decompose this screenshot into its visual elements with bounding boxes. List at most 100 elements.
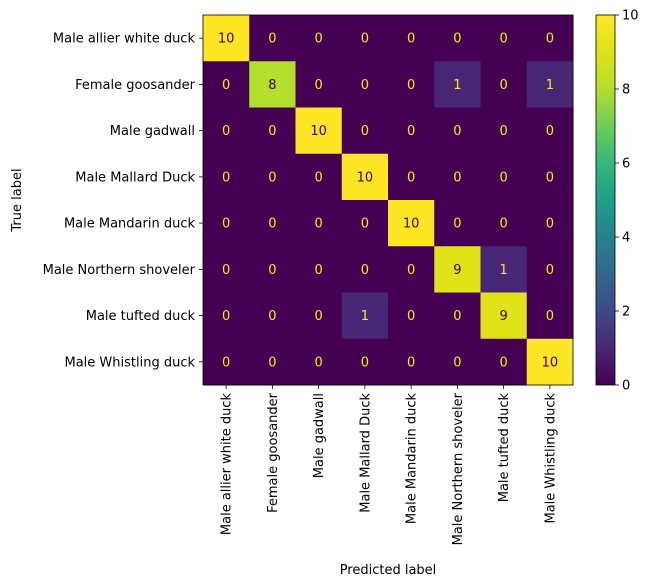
matrix-cell xyxy=(203,153,250,201)
matrix-cell xyxy=(203,61,250,108)
cell-value-label: 0 xyxy=(499,170,507,185)
cell-value-label: 0 xyxy=(499,124,507,139)
matrix-cell xyxy=(249,153,296,201)
cell-value-label: 0 xyxy=(546,124,554,139)
matrix-cell xyxy=(480,338,528,386)
colorbar-tick-label: 10 xyxy=(622,9,639,24)
matrix-cell xyxy=(388,61,435,108)
matrix-cell xyxy=(526,107,574,155)
matrix-cell xyxy=(526,153,574,201)
cell-value-label: 0 xyxy=(546,309,554,324)
cell-value-label: 0 xyxy=(453,32,461,47)
matrix-cell xyxy=(434,107,481,155)
cell-value-label: 1 xyxy=(453,78,461,93)
matrix-cell xyxy=(295,15,343,62)
cell-value-label: 0 xyxy=(407,170,415,185)
cell-value-label: 0 xyxy=(361,32,369,47)
x-tick-label: Male tufted duck xyxy=(497,393,512,503)
matrix-grid: 10 0 0 0 0 0 0 00 8 0 0 0 1 0 10 0 10 0 0 0 0 00 0 0 10 0 0 0 00 0 0 0 1… xyxy=(203,15,574,386)
matrix-cell xyxy=(203,246,250,293)
cell-value-label: 10 xyxy=(542,355,559,370)
cell-value-label: 0 xyxy=(453,309,461,324)
y-tick-label: Male tufted duck xyxy=(86,309,196,324)
x-tick-label: Male Mandarin duck xyxy=(405,393,420,525)
cell-value-label: 0 xyxy=(453,170,461,185)
matrix-cell xyxy=(295,246,343,293)
x-tick-label: Female goosander xyxy=(266,392,281,513)
matrix-cell xyxy=(341,153,389,201)
matrix-cell xyxy=(295,338,343,386)
x-tick-label: Male Mallard Duck xyxy=(358,393,373,513)
cell-value-label: 9 xyxy=(453,263,461,278)
cell-value-label: 0 xyxy=(268,217,276,232)
x-tick-label: Male Northern shoveler xyxy=(451,392,466,545)
colorbar-tick-label: 4 xyxy=(622,231,630,246)
cell-value-label: 0 xyxy=(453,217,461,232)
x-tick-label: Male gadwall xyxy=(312,393,327,478)
x-tick-label: Male allier white duck xyxy=(220,393,235,536)
matrix-cell xyxy=(480,200,528,247)
cell-value-label: 0 xyxy=(407,263,415,278)
cell-value-label: 0 xyxy=(314,78,322,93)
matrix-cell xyxy=(526,338,574,386)
matrix-cell xyxy=(526,15,574,62)
matrix-cell xyxy=(388,338,435,386)
y-tick-label: Male Mallard Duck xyxy=(75,170,195,185)
matrix-cell xyxy=(434,15,481,62)
matrix-cell xyxy=(434,246,481,293)
cell-value-label: 0 xyxy=(268,170,276,185)
matrix-cell xyxy=(295,61,343,108)
cell-value-label: 0 xyxy=(314,170,322,185)
cell-value-label: 0 xyxy=(222,217,230,232)
cell-value-label: 8 xyxy=(268,78,276,93)
cell-value-label: 0 xyxy=(314,309,322,324)
matrix-cell xyxy=(341,107,389,155)
cell-value-label: 0 xyxy=(268,355,276,370)
cell-value-label: 0 xyxy=(453,355,461,370)
cell-value-label: 10 xyxy=(218,32,235,47)
matrix-cell xyxy=(388,246,435,293)
matrix-cell xyxy=(341,292,389,340)
matrix-cell xyxy=(249,292,296,340)
cell-value-label: 10 xyxy=(403,217,420,232)
cell-value-label: 0 xyxy=(361,355,369,370)
matrix-cell xyxy=(341,338,389,386)
matrix-cell xyxy=(341,200,389,247)
matrix-cell xyxy=(480,61,528,108)
matrix-cell xyxy=(249,338,296,386)
matrix-cell xyxy=(203,200,250,247)
colorbar-gradient xyxy=(595,14,616,386)
cell-value-label: 0 xyxy=(546,32,554,47)
cell-value-label: 0 xyxy=(407,124,415,139)
matrix-cell xyxy=(341,246,389,293)
cell-value-label: 0 xyxy=(407,309,415,324)
cell-value-label: 1 xyxy=(499,263,507,278)
matrix-cell xyxy=(295,200,343,247)
cell-value-label: 0 xyxy=(222,78,230,93)
cell-value-label: 0 xyxy=(546,217,554,232)
matrix-cell xyxy=(526,61,574,108)
matrix-cell xyxy=(480,246,528,293)
matrix-cell xyxy=(434,200,481,247)
matrix-cell xyxy=(388,153,435,201)
matrix-cell xyxy=(434,61,481,108)
cell-value-label: 0 xyxy=(499,217,507,232)
colorbar-tick-label: 8 xyxy=(622,83,630,98)
cell-value-label: 0 xyxy=(361,124,369,139)
matrix-cell xyxy=(341,61,389,108)
matrix-cell xyxy=(388,15,435,62)
matrix-cell xyxy=(203,292,250,340)
y-tick-label: Male Whistling duck xyxy=(64,355,195,370)
cell-value-label: 0 xyxy=(407,78,415,93)
matrix-cell xyxy=(295,107,343,155)
matrix-cell xyxy=(480,292,528,340)
cell-value-label: 0 xyxy=(268,124,276,139)
cell-value-label: 1 xyxy=(546,78,554,93)
cell-value-label: 0 xyxy=(546,263,554,278)
cell-value-label: 0 xyxy=(268,32,276,47)
matrix-cell xyxy=(434,338,481,386)
matrix-cell xyxy=(249,15,296,62)
cell-value-label: 0 xyxy=(453,124,461,139)
y-tick-label: Male Northern shoveler xyxy=(43,263,196,278)
